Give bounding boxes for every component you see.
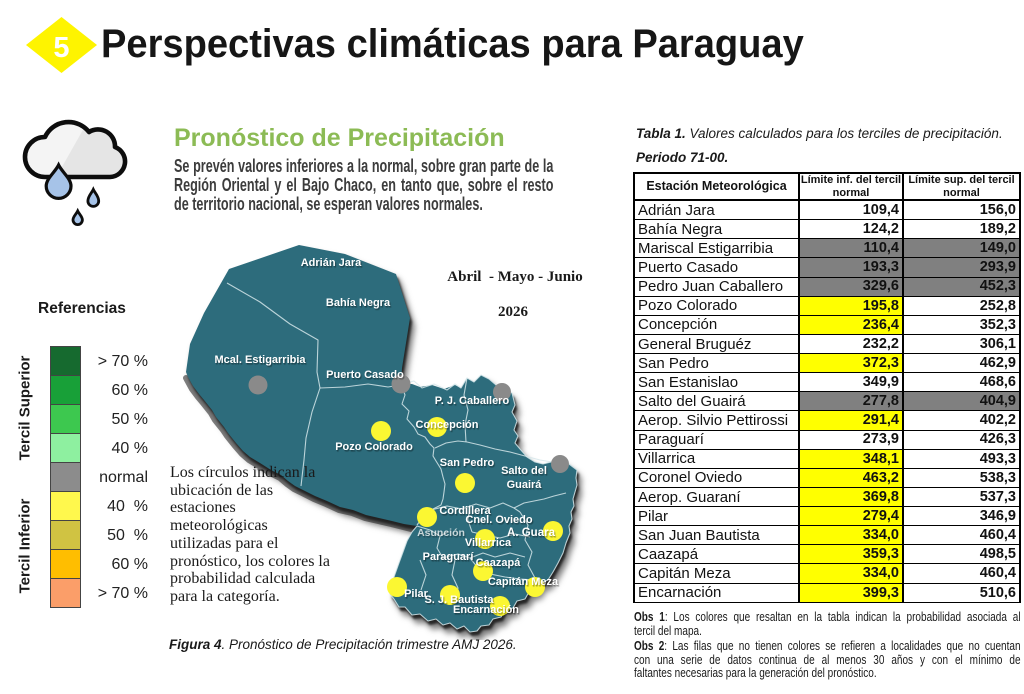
svg-text:Caazapá: Caazapá xyxy=(476,557,522,569)
svg-text:Encarnación: Encarnación xyxy=(453,604,519,616)
svg-text:Bahía Negra: Bahía Negra xyxy=(326,297,391,309)
svg-text:Cordillera: Cordillera xyxy=(439,505,491,517)
svg-text:Mcal. Estigarribia: Mcal. Estigarribia xyxy=(214,354,306,366)
svg-text:Asunción: Asunción xyxy=(417,527,465,539)
svg-text:Concepción: Concepción xyxy=(416,419,479,431)
svg-text:Villarrica: Villarrica xyxy=(465,537,512,549)
svg-text:Capitán Meza: Capitán Meza xyxy=(488,576,559,588)
svg-text:Pozo Colorado: Pozo Colorado xyxy=(335,441,413,453)
svg-text:Cnel. Oviedo: Cnel. Oviedo xyxy=(465,514,533,526)
svg-text:Salto del: Salto del xyxy=(501,465,547,477)
svg-text:P. J. Caballero: P. J. Caballero xyxy=(435,395,510,407)
svg-text:Adrián Jara: Adrián Jara xyxy=(301,257,362,269)
svg-text:Puerto Casado: Puerto Casado xyxy=(326,369,404,381)
svg-text:San Pedro: San Pedro xyxy=(440,457,495,469)
svg-text:5: 5 xyxy=(53,32,69,64)
svg-text:Paraguarí: Paraguarí xyxy=(423,551,475,563)
svg-text:Guairá: Guairá xyxy=(507,479,543,491)
svg-text:A. Guara: A. Guara xyxy=(507,527,556,539)
svg-text:S. J. Bautista: S. J. Bautista xyxy=(424,594,494,606)
svg-text:Pilar: Pilar xyxy=(404,588,429,600)
